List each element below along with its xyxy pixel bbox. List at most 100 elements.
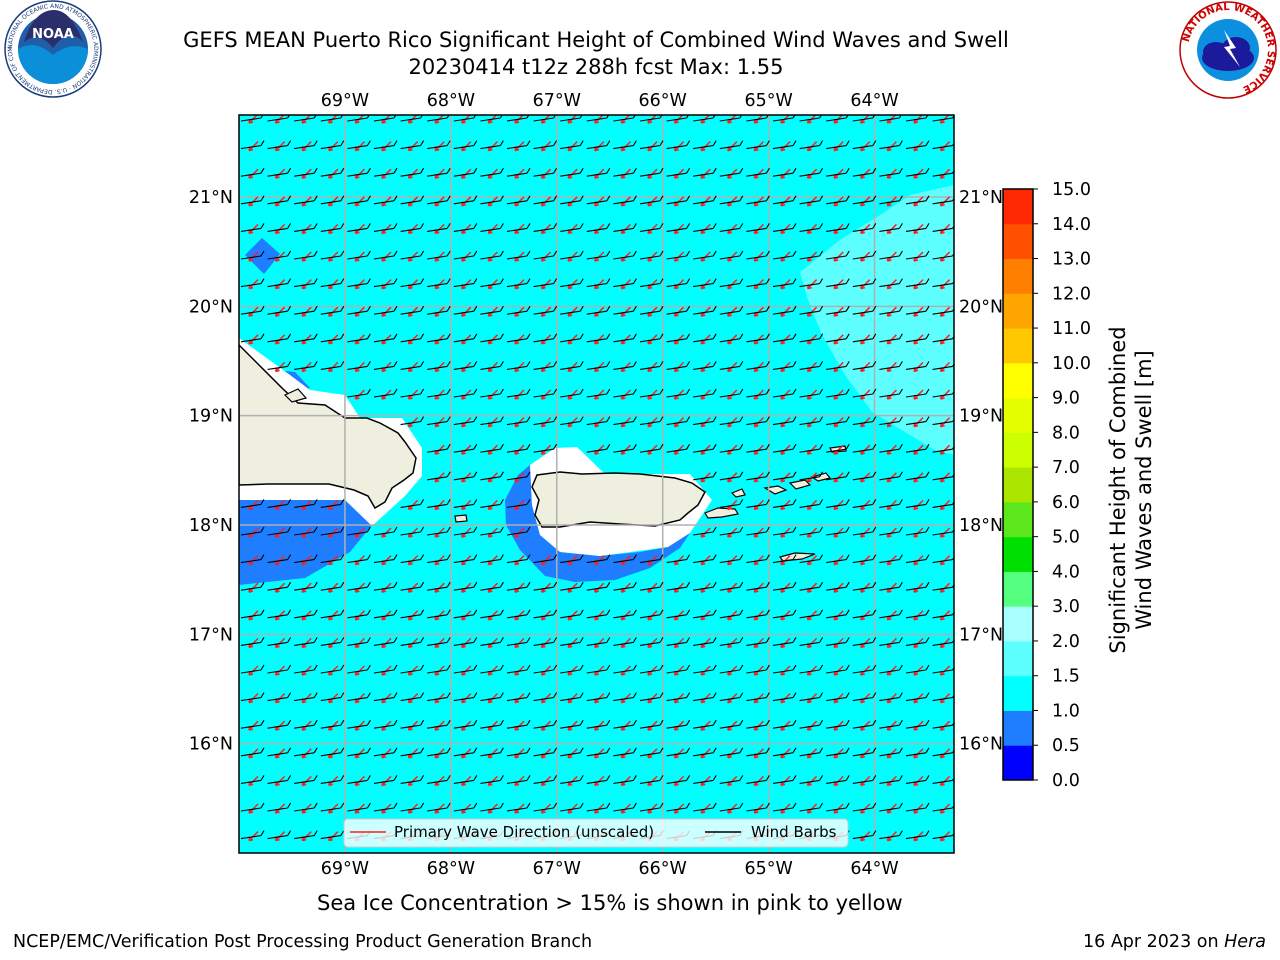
wind-barb [746,416,770,426]
wave-arrow [886,527,897,538]
wind-barb [586,664,611,674]
wave-arrow [434,223,445,234]
wind-barb [666,195,691,205]
wind-barb [586,802,611,812]
wave-arrow [594,334,605,345]
wave-arrow [328,168,339,179]
wave-arrow [514,693,525,704]
wind-barb [267,554,292,564]
wave-arrow [674,748,685,759]
colorbar-tick-label: 14.0 [1052,215,1091,235]
wind-barb [693,802,717,812]
wind-barb [666,333,691,343]
wave-arrow [408,361,419,372]
wind-barb [400,581,425,591]
wind-barb [746,278,770,288]
wave-arrow [487,637,498,648]
wave-arrow [301,637,312,648]
wave-arrow [700,361,711,372]
wind-barb [480,471,504,481]
wind-barb [799,140,824,150]
wind-barb [746,443,770,453]
wave-arrow [434,665,445,676]
lon-label-top: 65°W [744,91,792,111]
wind-barb [826,747,850,757]
wind-barb [240,637,265,646]
wave-arrow [275,361,286,372]
wave-arrow [753,168,764,179]
wind-barb [613,278,637,288]
wave-arrow [700,803,711,814]
wave-arrow [700,168,711,179]
wind-barb [639,609,664,619]
wind-barb [267,140,292,150]
wind-barb [267,775,292,784]
wind-barb [533,195,558,205]
wind-barb [373,140,398,150]
wind-barb [799,664,824,674]
wind-barb [586,775,611,784]
wave-arrow [886,417,897,428]
wind-barb [586,195,611,205]
wind-barb [826,581,850,591]
legend-wave-label: Primary Wave Direction (unscaled) [394,823,654,841]
wave-arrow [594,361,605,372]
wave-arrow [461,499,472,510]
wind-barb [719,471,744,481]
wave-arrow [860,582,871,593]
wave-arrow [328,555,339,566]
wave-arrow [275,831,286,842]
wave-arrow [408,389,419,400]
lat-label-left: 21°N [189,188,233,208]
wind-barb [852,802,877,812]
wave-arrow [354,196,365,207]
wave-arrow [328,610,339,621]
wave-arrow [700,389,711,400]
wave-arrow [275,251,286,262]
wave-arrow [408,168,419,179]
wind-barb [666,305,691,315]
colorbar-frame [1002,188,1034,781]
wind-barb [932,832,954,840]
wind-barb [240,554,265,564]
wave-arrow [886,196,897,207]
wave-arrow [354,361,365,372]
wind-barb [347,250,371,260]
wind-barb [826,416,850,426]
wind-barb [852,554,877,564]
colorbar-tick-label: 2.0 [1052,632,1080,652]
wave-arrow [354,582,365,593]
wave-arrow [301,665,312,676]
wave-arrow [541,361,552,372]
chart-subtitle: 20230414 t12z 288h fcst Max: 1.55 [408,55,784,79]
colorbar-tick-label: 4.0 [1052,562,1080,582]
wind-barb [267,278,292,288]
wind-barb [852,305,877,315]
wind-barb [400,195,425,205]
wave-arrow [807,499,818,510]
wind-barb [453,499,478,508]
wind-barb [932,252,954,260]
wind-barb [533,554,558,564]
wave-arrow [248,168,259,179]
wave-arrow [833,693,844,704]
wave-arrow [301,527,312,538]
wave-arrow [674,610,685,621]
lon-label-top: 68°W [427,91,475,111]
wave-arrow [860,831,871,842]
wind-barb [826,250,850,260]
wave-arrow [487,555,498,566]
wave-arrow [461,748,472,759]
wind-barb [480,664,504,674]
wave-arrow [807,665,818,676]
wave-arrow [434,527,445,538]
wind-barb [267,637,292,646]
wave-arrow [780,693,791,704]
wind-barb [453,250,478,260]
wind-barb [267,719,292,729]
wind-barb [240,333,265,343]
wave-arrow [647,196,658,207]
wave-arrow [860,334,871,345]
lon-label-bottom: 67°W [533,859,581,879]
wave-arrow [780,251,791,262]
